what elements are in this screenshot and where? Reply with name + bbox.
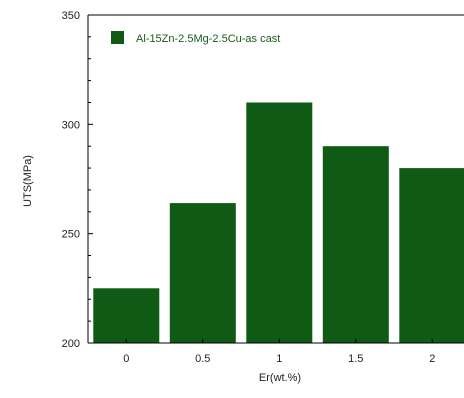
bar-1.5 [322,146,389,343]
x-tick-label-2: 2 [429,353,435,365]
y-tick-label-300: 300 [62,119,80,131]
x-axis-label: Er(wt.%) [259,372,301,384]
x-tick-label-0.5: 0.5 [195,353,210,365]
ticks-layer: 0 0.5 1 1.5 2 200 250 300 350 [62,10,436,365]
x-tick-label-1.5: 1.5 [348,353,363,365]
legend-entry-label: Al-15Zn-2.5Mg-2.5Cu-as cast [136,33,280,45]
x-tick-label-1: 1 [276,353,282,365]
y-tick-label-350: 350 [62,10,80,22]
bars-layer [93,102,464,343]
y-axis-label: UTS(MPa) [22,155,34,207]
bar-2 [399,168,464,343]
bar-0.5 [169,203,236,343]
legend-swatch [111,31,124,44]
y-tick-label-200: 200 [62,338,80,350]
bar-1 [246,102,313,343]
bar-0 [93,288,160,343]
axes-layer [87,14,464,344]
x-tick-label-0: 0 [123,353,129,365]
y-tick-label-250: 250 [62,229,80,241]
legend: Al-15Zn-2.5Mg-2.5Cu-as cast [111,31,280,45]
